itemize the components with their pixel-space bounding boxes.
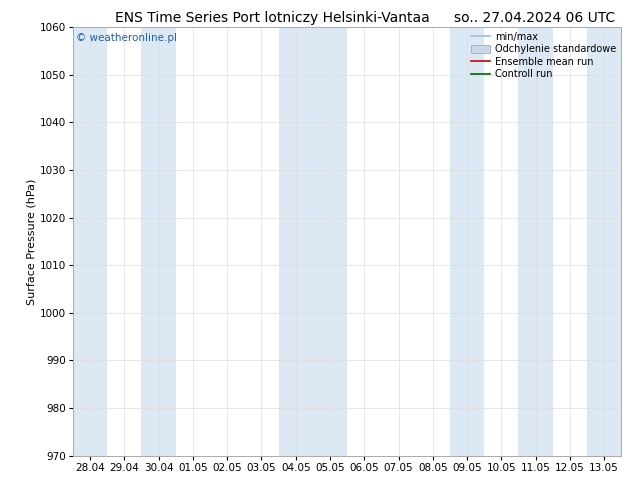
Bar bbox=[278, 27, 313, 456]
Y-axis label: Surface Pressure (hPa): Surface Pressure (hPa) bbox=[27, 178, 37, 304]
Bar bbox=[141, 27, 176, 456]
Bar bbox=[73, 27, 107, 456]
Bar bbox=[450, 27, 484, 456]
Text: so.. 27.04.2024 06 UTC: so.. 27.04.2024 06 UTC bbox=[454, 11, 615, 25]
Text: © weatheronline.pl: © weatheronline.pl bbox=[75, 33, 177, 44]
Bar bbox=[313, 27, 347, 456]
Text: ENS Time Series Port lotniczy Helsinki-Vantaa: ENS Time Series Port lotniczy Helsinki-V… bbox=[115, 11, 430, 25]
Bar bbox=[587, 27, 621, 456]
Bar bbox=[519, 27, 553, 456]
Legend: min/max, Odchylenie standardowe, Ensemble mean run, Controll run: min/max, Odchylenie standardowe, Ensembl… bbox=[468, 29, 619, 82]
